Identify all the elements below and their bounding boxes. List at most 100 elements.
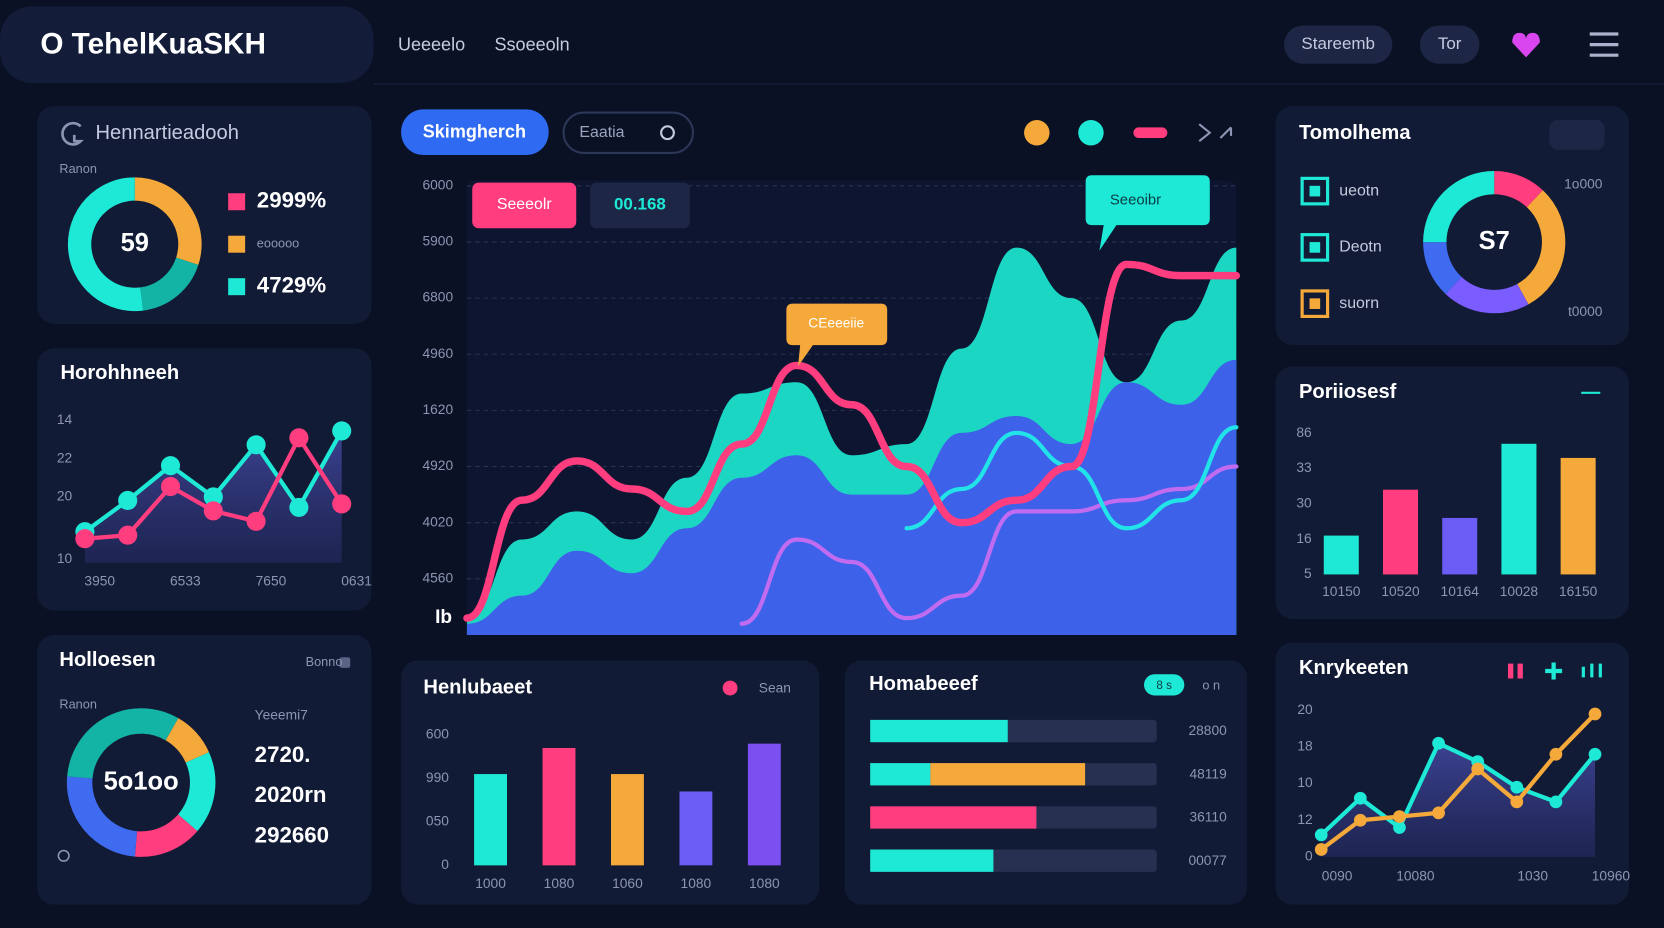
bar: [1560, 457, 1596, 575]
tab[interactable]: [562, 111, 695, 154]
y-tick-label: 10: [57, 551, 73, 566]
panel-icon[interactable]: [1517, 663, 1523, 679]
panel-icon[interactable]: [1581, 663, 1602, 678]
line: [739, 464, 1239, 626]
y-tick-label: 14: [57, 412, 73, 427]
bar: [542, 747, 576, 866]
x-tick-label: 1080: [681, 876, 712, 891]
point: [203, 487, 223, 507]
progress-bar: [870, 849, 994, 872]
button-label[interactable]: Stareemb: [1301, 34, 1375, 53]
donut-segment: [1493, 170, 1543, 208]
donut-label: 1o000: [1564, 176, 1603, 191]
legend-label: eooooo: [257, 236, 299, 251]
panel-title: Knrykeeten: [1299, 657, 1409, 679]
point: [1432, 806, 1445, 820]
y-tick-label: 4020: [422, 514, 453, 529]
menu-icon[interactable]: [1589, 32, 1619, 57]
area: [1321, 743, 1596, 857]
y-tick-label: 050: [426, 814, 449, 829]
tag: [590, 182, 690, 229]
panel-button[interactable]: [1549, 119, 1605, 150]
panel-title: Horohhneeh: [60, 362, 179, 384]
button[interactable]: [1419, 25, 1480, 64]
y-tick-label: 4560: [422, 570, 453, 585]
donut-segment: [67, 177, 144, 312]
row-label: 36110: [1189, 810, 1227, 825]
y-tick-label: 5: [1304, 566, 1312, 581]
button-label[interactable]: Tor: [1438, 34, 1462, 53]
nav-link[interactable]: Ssoeeoln: [495, 34, 570, 54]
donut-segment: [66, 776, 138, 857]
heart-icon[interactable]: [1512, 32, 1540, 58]
y-tick-label: 30: [1296, 495, 1312, 510]
tag-label: 00.168: [614, 194, 666, 213]
panel-title: Homabeeef: [869, 673, 978, 695]
legend-swatch: [228, 235, 246, 253]
donut-segment: [1445, 276, 1529, 314]
y-tick-label: 33: [1296, 460, 1312, 475]
point: [160, 456, 181, 476]
legend-icon: [1300, 289, 1330, 319]
y-tick-label: 6800: [422, 290, 453, 305]
panel-icon[interactable]: [1545, 662, 1563, 680]
donut-segment: [139, 257, 199, 311]
legend-icon: [1309, 298, 1321, 309]
tab-label[interactable]: Skimgherch: [423, 121, 526, 141]
legend-label: Deotn: [1339, 239, 1381, 256]
legend-icon: [1309, 242, 1321, 253]
point: [1353, 791, 1367, 805]
x-tick-label: 10080: [1396, 869, 1435, 884]
point: [246, 511, 266, 531]
bar: [1323, 535, 1359, 575]
point: [332, 421, 352, 441]
badge-label: o n: [1202, 677, 1220, 692]
point: [1393, 810, 1406, 823]
area: [84, 430, 342, 563]
x-tick-label: 0090: [1322, 869, 1353, 884]
callout: [1085, 175, 1210, 251]
stat: Yeeemi7: [255, 707, 308, 722]
progress-bar: [870, 806, 1037, 829]
point: [1588, 707, 1602, 721]
nav-link[interactable]: Ueeeelo: [398, 34, 465, 54]
bar: [1382, 489, 1419, 575]
point: [1510, 780, 1524, 794]
legend-label: ueotn: [1339, 182, 1379, 199]
panel-icon: [57, 849, 70, 862]
chart-icons[interactable]: [1198, 123, 1233, 143]
badge: Bonno: [306, 654, 343, 669]
donut-segment: [1516, 190, 1566, 305]
point: [246, 435, 266, 455]
panel-title: Tomolhema: [1299, 122, 1411, 144]
button[interactable]: [1284, 25, 1393, 64]
progress-bar: [930, 763, 1086, 786]
x-tick-label: 1060: [612, 876, 643, 891]
panel-icon[interactable]: [1508, 663, 1514, 679]
logo-bar: [0, 6, 374, 83]
point: [1510, 795, 1524, 809]
point: [1471, 762, 1485, 776]
y-tick-label: 0: [1305, 848, 1313, 863]
stat: 292660: [255, 823, 329, 848]
line: [1319, 741, 1598, 838]
y-tick-label: 10: [1297, 775, 1313, 790]
x-tick-label: 0631: [341, 573, 372, 588]
y-tick-label: 12: [1297, 812, 1312, 827]
stat: 2720.: [255, 742, 311, 767]
point: [203, 501, 223, 521]
panel: [37, 106, 372, 324]
bar: [1442, 517, 1478, 575]
tab-label[interactable]: Eaatia: [579, 124, 624, 141]
annotation: CEeeeiie: [808, 315, 864, 330]
legend-swatch: [228, 278, 246, 296]
stat: 2020rn: [255, 782, 327, 807]
tag: [472, 182, 577, 229]
x-tick-label: 6533: [170, 573, 201, 588]
row-label: 48119: [1189, 766, 1227, 781]
tab[interactable]: [401, 109, 549, 156]
line: [463, 260, 1241, 622]
logo[interactable]: O TehelKuaSKH: [40, 27, 266, 60]
